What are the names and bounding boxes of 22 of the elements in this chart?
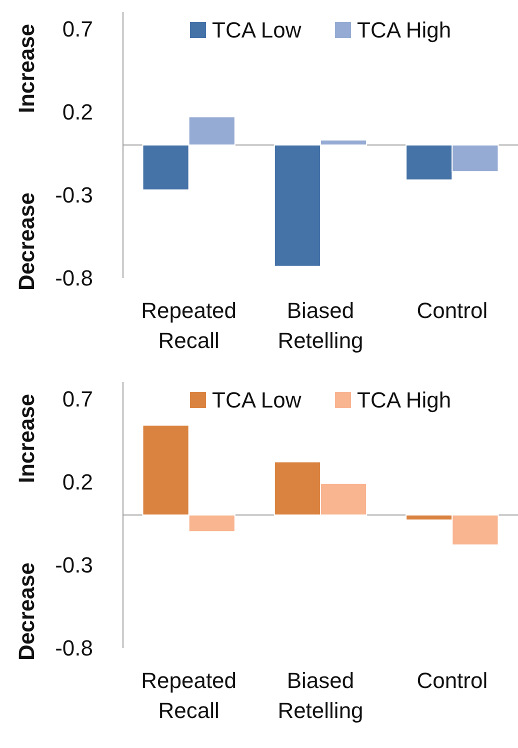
y-tick-label: -0.3 [55, 182, 93, 208]
y-tick-label: 0.7 [62, 386, 93, 412]
x-tick-label: Control [416, 668, 488, 693]
x-tick-label: Biased Retelling [278, 668, 364, 723]
legend-label: TCA Low [212, 18, 302, 43]
y-tick-label: -0.8 [55, 636, 93, 661]
x-tick-label: Repeated Recall [141, 668, 237, 723]
y-tick-label: -0.8 [55, 266, 93, 291]
y-tick-label: 0.2 [62, 469, 93, 494]
text: Decrease [14, 192, 39, 290]
y-tick-label: 0.2 [62, 99, 93, 124]
x-tick-label: Control [416, 298, 488, 323]
text: Increase [14, 24, 39, 114]
y-tick-label: -0.3 [55, 552, 93, 578]
legend-label: TCA High [357, 388, 452, 413]
text: Decrease [14, 562, 39, 660]
legend-label: TCA High [357, 18, 452, 43]
legend-label: TCA Low [212, 388, 302, 413]
y-tick-label: 0.7 [62, 16, 93, 42]
text: Increase [14, 394, 39, 484]
x-tick-label: Repeated Recall [141, 298, 237, 353]
x-tick-label: Biased Retelling [278, 298, 364, 353]
